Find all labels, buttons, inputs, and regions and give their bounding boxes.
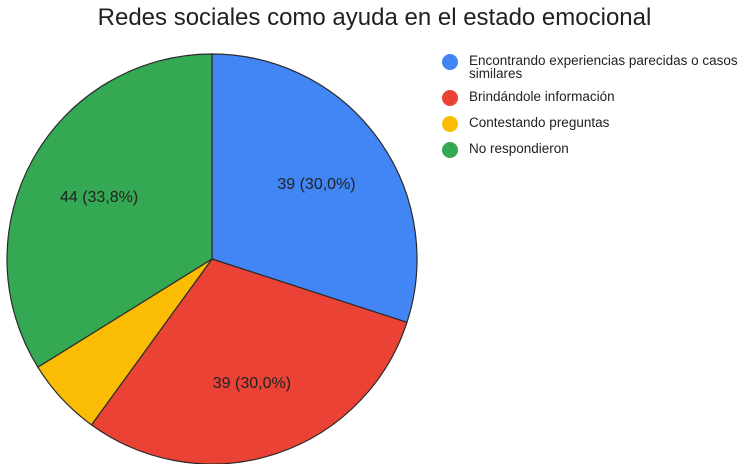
legend-item-no-respondieron[interactable]: No respondieron	[442, 142, 742, 158]
legend-swatch	[442, 54, 458, 70]
legend-label: No respondieron	[469, 141, 569, 156]
legend-swatch	[442, 90, 458, 106]
legend-label: Brindándole información	[469, 89, 615, 104]
legend-item-contestando[interactable]: Contestando preguntas	[442, 116, 742, 132]
legend-swatch	[442, 116, 458, 132]
slice-data-label: 44 (33,8%)	[60, 189, 138, 206]
slice-encontrando[interactable]	[211, 53, 418, 324]
chart-title: Redes sociales como ayuda en el estado e…	[97, 4, 652, 31]
slice-data-label: 39 (30,0%)	[213, 375, 291, 392]
legend-label: Contestando preguntas	[469, 115, 610, 130]
legend-item-encontrando[interactable]: Encontrando experiencias parecidas o cas…	[442, 54, 742, 80]
legend-swatch	[442, 142, 458, 158]
slice-data-label: 39 (30,0%)	[277, 176, 355, 193]
slice-no-respondieron[interactable]	[6, 53, 213, 368]
legend-label: Encontrando experiencias parecidas o cas…	[469, 53, 738, 81]
legend-item-brindandole[interactable]: Brindándole información	[442, 90, 742, 106]
slice-brindandole[interactable]	[90, 258, 408, 464]
legend: Encontrando experiencias parecidas o cas…	[442, 54, 742, 168]
